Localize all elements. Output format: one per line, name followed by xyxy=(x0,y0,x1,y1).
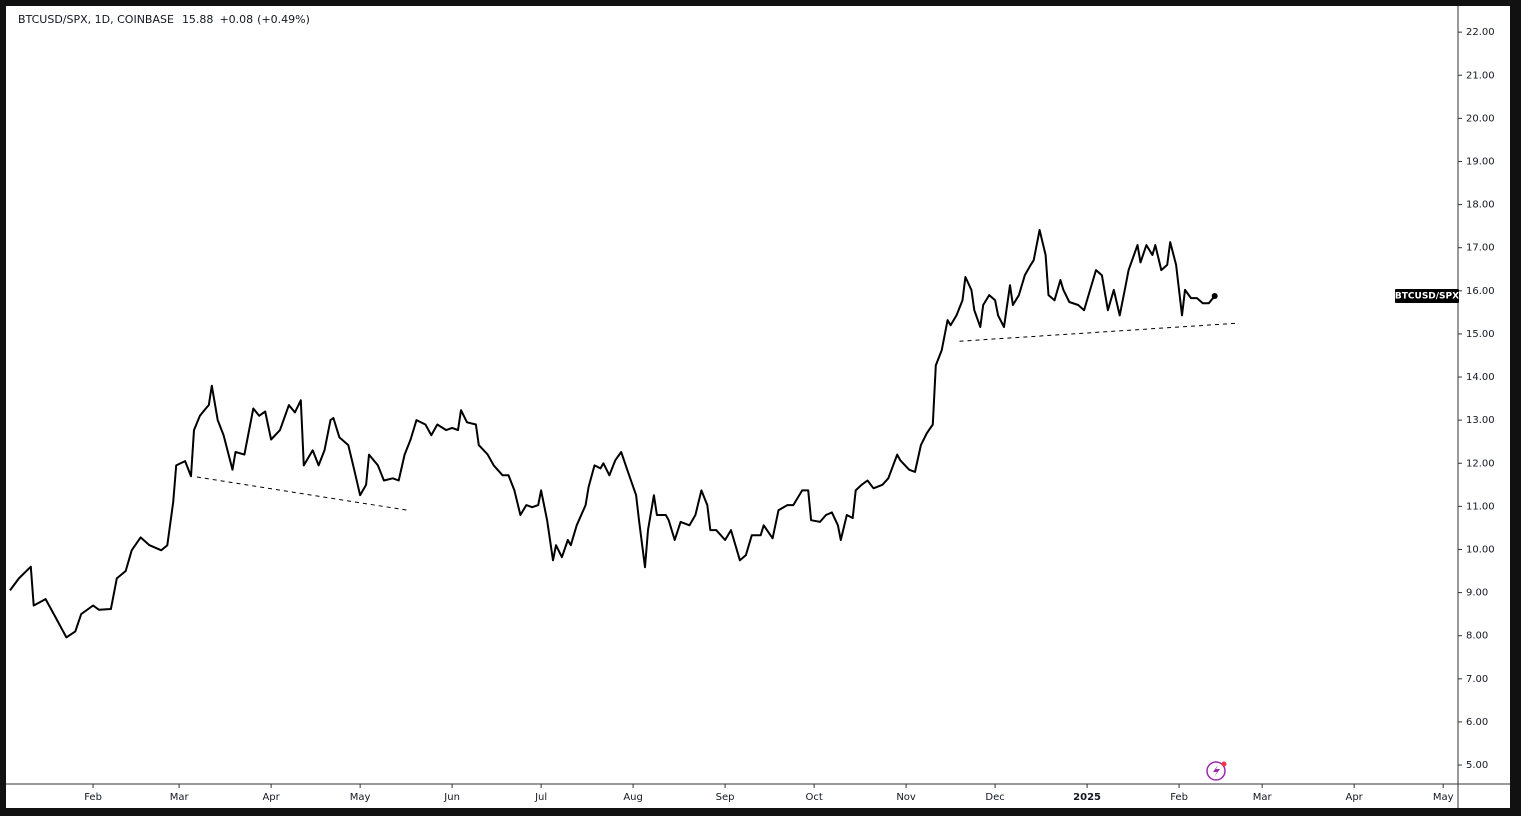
change: +0.08 xyxy=(219,13,253,26)
x-tick-label: Jun xyxy=(443,792,460,803)
y-tick-label: 7.00 xyxy=(1466,674,1488,685)
x-tick-label: May xyxy=(1433,792,1454,803)
price-line xyxy=(9,229,1216,639)
x-tick-label: Apr xyxy=(1345,792,1363,803)
alert-dot xyxy=(1221,761,1227,767)
alert-bolt[interactable] xyxy=(1213,765,1220,777)
last-point xyxy=(1211,292,1218,299)
y-tick-label: 11.00 xyxy=(1466,501,1495,512)
header: BTCUSD/SPX, 1D, COINBASE 15.88 +0.08 (+0.49… xyxy=(18,13,310,26)
y-tick-label: 6.00 xyxy=(1466,717,1488,728)
y-tick-label: 16.00 xyxy=(1466,286,1495,297)
y-tick-label: 19.00 xyxy=(1466,156,1495,167)
x-tick-label: Feb xyxy=(1170,792,1188,803)
x-tick-label: Feb xyxy=(84,792,102,803)
x-tick-label: Oct xyxy=(805,792,822,803)
x-tick-label: Sep xyxy=(716,792,735,803)
y-tick-label: 22.00 xyxy=(1466,27,1495,38)
y-tick-label: 12.00 xyxy=(1466,458,1495,469)
y-tick-label: 21.00 xyxy=(1466,70,1495,81)
y-tick-label: 18.00 xyxy=(1466,200,1495,211)
x-tick-label: Nov xyxy=(896,792,916,803)
x-tick-label: Mar xyxy=(170,792,190,803)
y-tick-label: 15.00 xyxy=(1466,329,1495,340)
alert-circle[interactable] xyxy=(1206,761,1226,781)
x-tick-label: May xyxy=(350,792,371,803)
alert-icon[interactable] xyxy=(1206,761,1227,781)
y-tick-label: 10.00 xyxy=(1466,544,1495,555)
x-tick-label: Apr xyxy=(262,792,280,803)
x-tick-label: Jul xyxy=(534,792,547,803)
symbol: BTCUSD/SPX, 1D, COINBASE xyxy=(18,13,174,26)
y-tick-label: 5.00 xyxy=(1466,760,1488,771)
x-tick-label: 2025 xyxy=(1073,792,1101,803)
trend-line xyxy=(196,476,408,511)
price-label-box xyxy=(1395,288,1459,303)
y-tick-label: 9.00 xyxy=(1466,588,1488,599)
x-tick-label: Dec xyxy=(985,792,1004,803)
y-tick-label: 13.00 xyxy=(1466,415,1495,426)
change-pct: (+0.49%) xyxy=(257,13,310,26)
last-price: 15.88 xyxy=(182,13,214,26)
x-tick-label: Aug xyxy=(623,792,643,803)
y-tick-label: 8.00 xyxy=(1466,631,1488,642)
x-tick-label: Mar xyxy=(1253,792,1273,803)
price-label: BTCUSD/SPX xyxy=(1395,291,1459,301)
y-tick-label: 14.00 xyxy=(1466,372,1495,383)
chart-area xyxy=(6,6,1510,808)
y-tick-label: 20.00 xyxy=(1466,113,1495,124)
y-tick-label: 17.00 xyxy=(1466,243,1495,254)
trend-line xyxy=(959,322,1239,342)
